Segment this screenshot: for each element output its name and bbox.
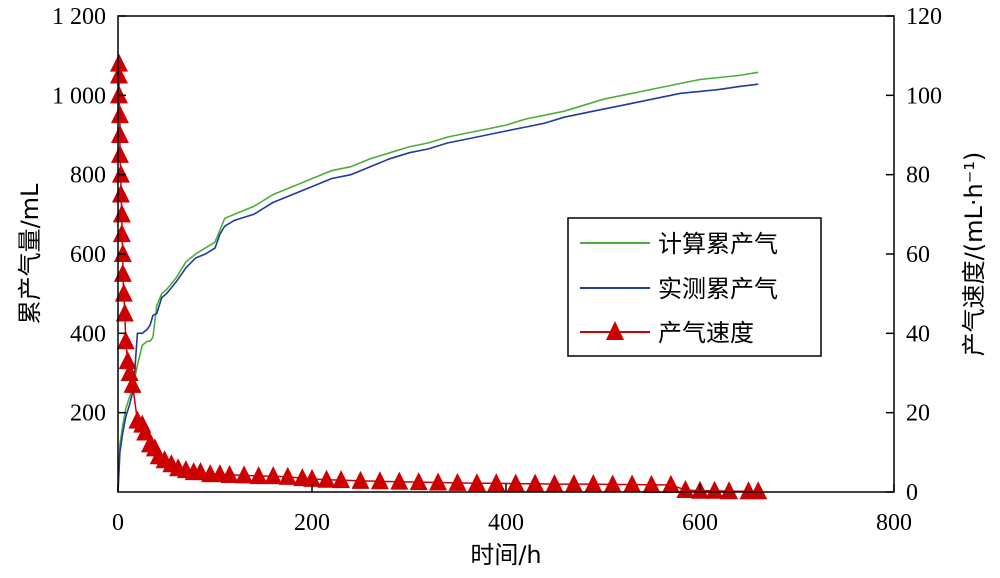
right-y-tick-label: 100 — [906, 83, 942, 109]
legend: 计算累产气 实测累产气 产气速度 — [567, 217, 822, 357]
axes-layer: 0 200 400 600 800 200 400 600 800 1 000 1 200 0 20 40… — [52, 4, 942, 536]
x-tick-label: 0 — [112, 510, 124, 536]
right-y-tick-label: 40 — [906, 321, 930, 347]
rate-point-marker — [351, 470, 370, 489]
legend-label-measured: 实测累产气 — [658, 275, 778, 303]
rate-point-marker — [112, 204, 131, 223]
right-y-tick-label: 80 — [906, 163, 930, 189]
right-y-tick-label: 120 — [906, 4, 942, 30]
rate-point-marker — [332, 470, 351, 489]
rate-point-marker — [749, 481, 768, 500]
rate-point-marker — [110, 144, 129, 163]
rate-point-marker — [409, 472, 428, 491]
rate-point-marker — [110, 105, 129, 124]
left-y-tick-label: 400 — [70, 321, 106, 347]
rate-point-marker — [506, 473, 525, 492]
rate-point-marker — [123, 374, 142, 393]
rate-point-marker — [467, 473, 486, 492]
legend-triangle-icon — [606, 321, 624, 340]
rate-point-marker — [235, 465, 254, 484]
right-y-axis-title: 产气速度/(mL·h⁻¹) — [960, 152, 988, 357]
legend-label-calculated: 计算累产气 — [658, 230, 778, 258]
rate-point-marker — [118, 351, 137, 370]
right-y-tick-label: 60 — [906, 242, 930, 268]
left-y-tick-label: 600 — [70, 242, 106, 268]
rate-point-marker — [264, 466, 283, 485]
series-line-calculated — [117, 71, 759, 493]
rate-point-marker — [429, 472, 448, 491]
left-y-tick-label: 200 — [70, 401, 106, 427]
rate-point-marker — [111, 164, 130, 183]
rate-point-marker — [487, 473, 506, 492]
rate-point-marker — [112, 224, 131, 243]
rate-point-marker — [564, 474, 583, 493]
rate-point-marker — [111, 184, 130, 203]
legend-label-rate: 产气速度 — [658, 319, 754, 347]
rate-point-marker — [642, 474, 661, 493]
series-line-measured — [117, 83, 759, 493]
left-y-tick-label: 1 000 — [52, 83, 106, 109]
x-tick-label: 400 — [488, 510, 524, 536]
rate-point-marker — [113, 263, 132, 282]
rate-point-marker — [603, 474, 622, 493]
right-y-tick-label: 0 — [906, 480, 918, 506]
rate-point-marker — [623, 474, 642, 493]
rate-point-marker — [114, 283, 133, 302]
right-y-tick-label: 20 — [906, 401, 930, 427]
rate-point-marker — [676, 480, 695, 499]
rate-point-marker — [584, 474, 603, 493]
x-tick-label: 200 — [294, 510, 330, 536]
rate-point-marker — [303, 468, 321, 487]
x-tick-label: 800 — [876, 510, 912, 536]
left-y-axis-title: 累产气量/mL — [16, 183, 44, 324]
rate-point-marker — [109, 85, 128, 104]
rate-point-marker — [113, 244, 132, 262]
rate-point-marker — [220, 464, 239, 483]
rate-point-marker — [115, 303, 134, 322]
rate-point-marker — [116, 331, 135, 350]
left-y-tick-label: 1 200 — [52, 4, 106, 30]
rate-point-marker — [448, 472, 467, 491]
rate-point-marker — [390, 471, 409, 490]
rate-point-marker — [278, 466, 297, 485]
rate-point-marker — [109, 53, 128, 72]
rate-point-marker — [661, 474, 680, 493]
left-y-tick-label: 800 — [70, 163, 106, 189]
x-axis-title: 时间/h — [470, 541, 541, 569]
rate-point-marker — [370, 471, 389, 490]
x-tick-label: 600 — [682, 510, 718, 536]
rate-point-marker — [120, 363, 139, 381]
rate-point-marker — [720, 481, 739, 500]
rate-point-marker — [109, 65, 128, 84]
rate-point-marker — [545, 474, 564, 493]
rate-point-marker — [705, 480, 724, 499]
rate-point-marker — [249, 466, 268, 485]
rate-point-marker — [526, 473, 545, 492]
rate-point-marker — [110, 125, 129, 143]
rate-point-marker — [317, 469, 336, 488]
